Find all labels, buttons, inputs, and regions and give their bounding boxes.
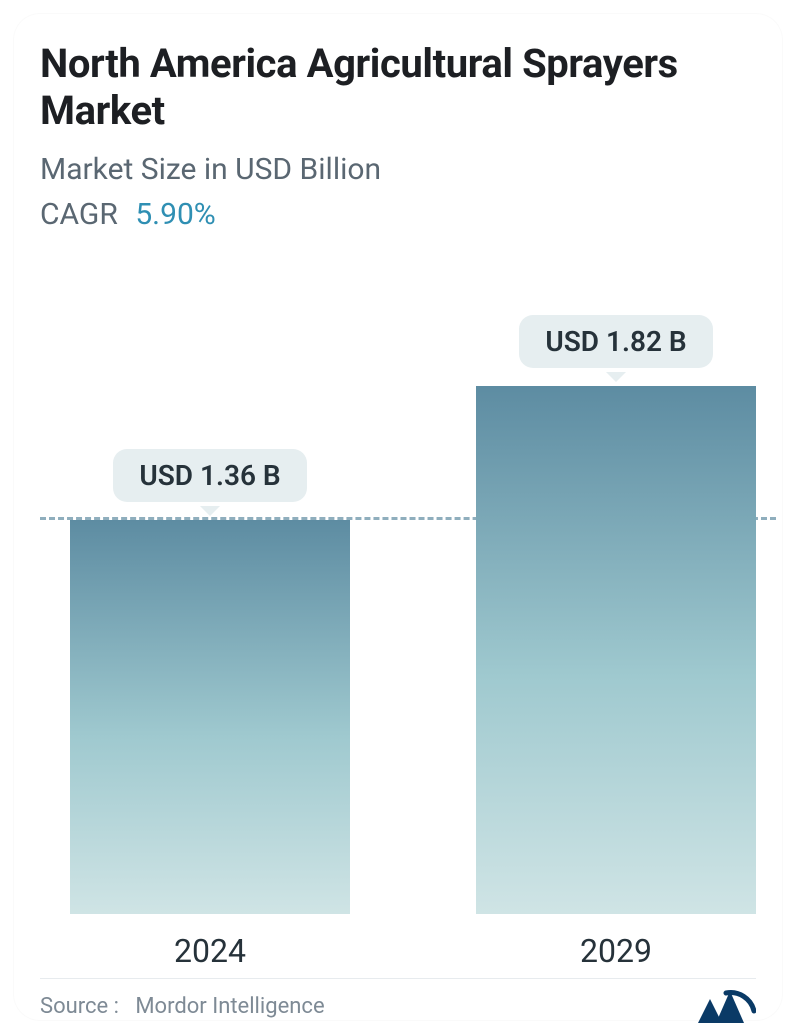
source-name: Mordor Intelligence xyxy=(135,994,324,1019)
badge-pointer-0 xyxy=(200,506,220,516)
chart-area: USD 1.36 B USD 1.82 B xyxy=(40,260,776,914)
chart-title: North America Agricultural Sprayers Mark… xyxy=(40,40,756,134)
source-label: Source : xyxy=(40,994,119,1019)
x-axis-labels: 2024 2029 xyxy=(40,932,776,970)
bar-column-0: USD 1.36 B xyxy=(70,260,350,914)
header: North America Agricultural Sprayers Mark… xyxy=(40,40,756,232)
bar-column-1: USD 1.82 B xyxy=(476,260,756,914)
chart-subtitle: Market Size in USD Billion xyxy=(40,152,756,187)
bar-1 xyxy=(476,386,756,914)
cagr-row: CAGR 5.90% xyxy=(40,197,756,232)
cagr-value: 5.90% xyxy=(135,197,215,232)
x-label-1: 2029 xyxy=(476,932,756,970)
bar-0 xyxy=(70,520,350,914)
x-label-0: 2024 xyxy=(70,932,350,970)
brand-logo-icon xyxy=(696,987,756,1027)
footer: Source : Mordor Intelligence xyxy=(40,978,756,1026)
bars-container: USD 1.36 B USD 1.82 B xyxy=(40,260,776,914)
value-badge-0: USD 1.36 B xyxy=(113,449,306,502)
badge-pointer-1 xyxy=(606,372,626,382)
value-badge-1: USD 1.82 B xyxy=(519,315,712,368)
source-text: Source : Mordor Intelligence xyxy=(40,994,325,1019)
cagr-label: CAGR xyxy=(40,197,118,232)
